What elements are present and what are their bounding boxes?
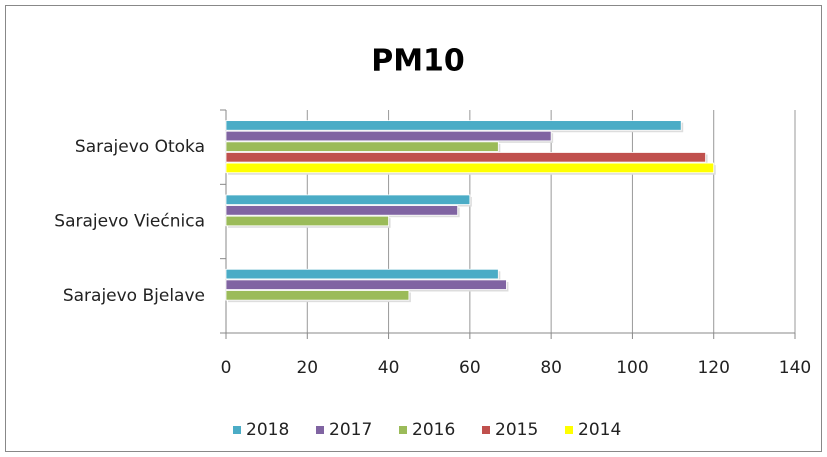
y-tick-label: Sarajevo Otoka: [75, 137, 205, 157]
legend-label: 2015: [495, 420, 538, 440]
x-tick-label: 100: [616, 358, 648, 378]
legend-label: 2016: [412, 420, 455, 440]
legend-swatch: [399, 426, 407, 434]
y-tick-label: Sarajevo Bjelave: [63, 286, 205, 306]
bar: [225, 152, 706, 163]
bar: [225, 141, 499, 152]
legend-swatch: [316, 426, 324, 434]
legend-swatch: [565, 426, 573, 434]
chart-frame: [5, 5, 822, 452]
x-tick-label: 140: [779, 358, 811, 378]
bar: [225, 279, 507, 290]
chart-title: PM10: [371, 44, 465, 79]
legend-label: 2014: [578, 420, 621, 440]
bar: [225, 120, 682, 131]
legend-label: 2017: [329, 420, 372, 440]
x-tick-label: 80: [540, 358, 562, 378]
bar: [225, 130, 552, 142]
bar: [225, 162, 715, 174]
bar: [225, 194, 471, 205]
bar: [225, 215, 389, 227]
legend-swatch: [233, 426, 241, 434]
x-tick-label: 20: [296, 358, 318, 378]
x-tick-label: 60: [459, 358, 481, 378]
y-tick-label: Sarajevo Viećnica: [54, 212, 205, 232]
legend-swatch: [482, 426, 490, 434]
x-tick-label: 40: [378, 358, 400, 378]
x-tick-label: 120: [697, 358, 729, 378]
bar: [225, 290, 410, 301]
x-tick-label: 0: [221, 358, 232, 378]
bar: [225, 268, 499, 280]
legend-label: 2018: [246, 420, 289, 440]
bar: [225, 205, 459, 216]
